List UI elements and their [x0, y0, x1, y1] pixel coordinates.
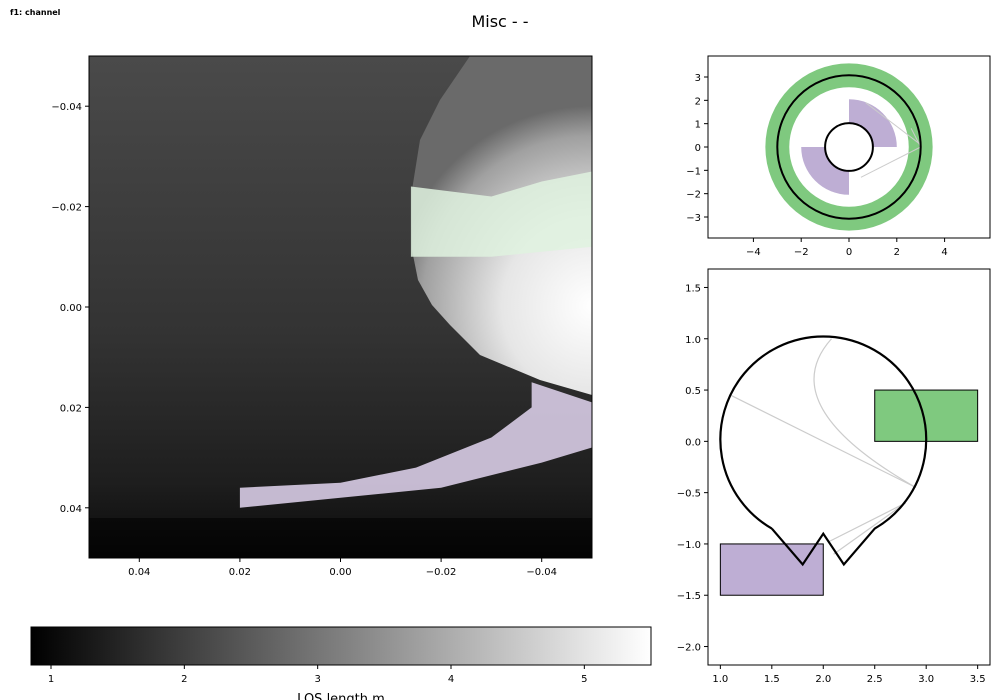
pol-vessel-outline: [719, 335, 928, 567]
pol-x-tick-label: 2.5: [867, 674, 883, 685]
colorbar-tick-label: 4: [448, 674, 454, 685]
image-y-ticks: −0.04 −0.02 0.00 0.02 0.04: [51, 102, 89, 515]
image-x-tick-label: 0.00: [329, 567, 351, 578]
colorbar-label: LOS length m: [297, 692, 385, 700]
colorbar-gradient: [30, 626, 652, 666]
pol-y-tick-label: −1.5: [677, 591, 701, 602]
los-image-panel: 0.04 0.02 0.00 −0.02 −0.04 −0.04−0.020.000.0…: [51, 55, 593, 578]
top-y-tick-label: 3: [695, 73, 701, 84]
image-green-band: [410, 171, 592, 257]
figure-title: Misc - -: [471, 12, 529, 31]
pol-y-tick-label: 0.5: [685, 386, 701, 397]
pol-sight-line: [730, 394, 917, 489]
top-x-tick-label: 0: [846, 247, 852, 258]
pol-x-tick-label: 2.0: [815, 674, 831, 685]
pol-x-tick-label: 3.5: [970, 674, 986, 685]
top-x-tick-label: 4: [941, 247, 947, 258]
image-x-tick-label: −0.04: [526, 567, 557, 578]
top-sight-line: [865, 102, 921, 146]
pol-sight-line: [828, 502, 906, 543]
image-y-tick-label: 0.02: [60, 403, 82, 414]
pol-y-tick-label: 1.5: [685, 283, 701, 294]
top-y-tick-label: −1: [686, 166, 701, 177]
image-y-tick-label: 0.04: [60, 504, 82, 515]
colorbar-tick-label: 5: [581, 674, 587, 685]
image-y-tick-label: 0.00: [60, 303, 82, 314]
poloidal-view-x-ticks: 1.0 1.5 2.0 2.5 3.0 3.5: [712, 665, 986, 685]
image-x-tick-label: 0.02: [229, 567, 251, 578]
top-x-tick-label: 2: [894, 247, 900, 258]
colorbar-tick-label: 1: [48, 674, 54, 685]
top-inner-circle: [824, 122, 874, 172]
top-x-tick-label: −4: [746, 247, 761, 258]
image-x-ticks: 0.04 0.02 0.00 −0.02 −0.04: [128, 558, 557, 578]
image-purple-band: [239, 382, 592, 508]
pol-purple-rect: [719, 543, 824, 596]
colorbar-tick-label: 3: [314, 674, 320, 685]
pol-y-tick-label: −0.5: [677, 489, 701, 500]
colorbar-tick-label: 2: [181, 674, 187, 685]
image-y-tick-label: −0.04: [51, 102, 82, 113]
top-x-tick-label: −2: [794, 247, 809, 258]
pol-sight-line: [833, 502, 906, 555]
pol-y-tick-label: 1.0: [685, 335, 701, 346]
top-outer-circle: [776, 74, 922, 220]
poloidal-view-frame: [707, 268, 991, 666]
pol-sight-line: [813, 338, 917, 489]
top-y-tick-label: 1: [695, 120, 701, 131]
pol-x-tick-label: 3.0: [918, 674, 934, 685]
pol-y-tick-label: 0.0: [685, 437, 701, 448]
pol-y-tick-label: −1.0: [677, 540, 701, 551]
image-x-tick-label: −0.02: [426, 567, 457, 578]
colorbar: 1 2 3 4 5 LOS length m: [30, 626, 652, 700]
pol-x-tick-label: 1.0: [712, 674, 728, 685]
top-y-tick-label: 2: [695, 96, 701, 107]
top-y-tick-label: 0: [695, 143, 701, 154]
top-y-tick-label: −2: [686, 190, 701, 201]
pol-y-tick-label: −2.0: [677, 643, 701, 654]
poloidal-view-panel: 1.0 1.5 2.0 2.5 3.0 3.5 −2.0 −1.5 −1.0 −0.5 0.0 0.…: [677, 268, 991, 685]
poloidal-view-y-ticks: −2.0 −1.5 −1.0 −0.5 0.0 0.5 1.0 1.5: [677, 283, 708, 654]
colorbar-ticks: 1 2 3 4 5: [48, 665, 588, 685]
top-view-y-ticks: −3 −2 −1 0 1 2 3: [686, 73, 708, 224]
top-view-x-ticks: −4 −2 0 2 4: [746, 238, 948, 258]
top-view-panel: −4 −2 0 2 4 −3 −2 −1 0 1 2 3: [686, 55, 991, 258]
figure-corner-label: f1: channel: [10, 8, 61, 17]
image-x-tick-label: 0.04: [128, 567, 150, 578]
image-y-tick-label: −0.02: [51, 203, 82, 214]
top-sight-line: [860, 146, 921, 178]
pol-x-tick-label: 1.5: [764, 674, 780, 685]
top-y-tick-label: −3: [686, 213, 701, 224]
top-sight-line: [910, 128, 922, 148]
image-bottom-shadow: [89, 518, 592, 558]
